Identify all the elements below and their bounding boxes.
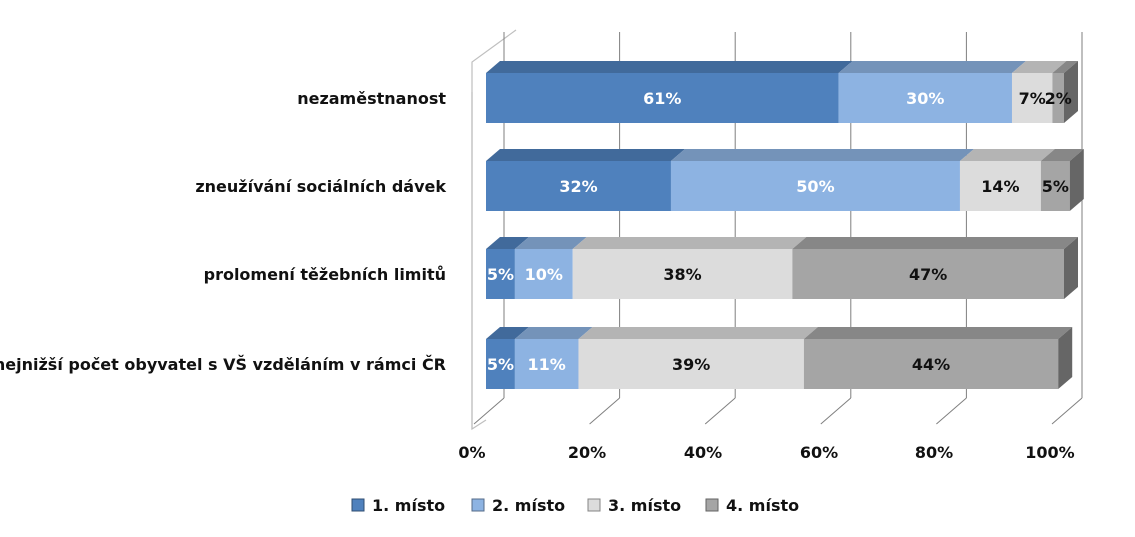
bar-segment	[838, 73, 1012, 123]
data-label: 5%	[1042, 177, 1069, 196]
bar-segment	[486, 73, 839, 123]
floor-gridline	[473, 397, 505, 425]
bar-segment	[578, 339, 804, 389]
category-label: nejnižší počet obyvatel s VŠ vzděláním v…	[0, 355, 446, 374]
floor-gridline	[1051, 397, 1083, 425]
bar-top-face	[486, 149, 685, 161]
bar-segment	[486, 249, 515, 299]
bar-segment	[792, 249, 1064, 299]
x-tick-label: 100%	[1025, 443, 1074, 462]
data-label: 11%	[528, 355, 566, 374]
bars	[486, 61, 1084, 389]
bar-top-face	[514, 327, 593, 339]
x-axis-tick-labels: 0% 20% 40% 60% 80% 100%	[458, 443, 1074, 462]
legend-swatch	[587, 498, 601, 512]
data-label: 61%	[643, 89, 681, 108]
legend-label: 1. místo	[372, 496, 445, 515]
bar-top-face	[792, 237, 1078, 249]
bar-top-face	[486, 237, 529, 249]
bar-segment	[1040, 161, 1070, 211]
x-tick-label: 40%	[684, 443, 722, 462]
category-labels: nezaměstnanost zneužívání sociálních dáve…	[0, 89, 446, 374]
data-label: 5%	[487, 265, 514, 284]
bar-top-face	[670, 149, 974, 161]
bar-segment	[514, 249, 573, 299]
bar-side-face	[1058, 327, 1073, 389]
data-label: 2%	[1045, 89, 1072, 108]
bar-top-face	[803, 327, 1073, 339]
legend-label: 3. místo	[608, 496, 681, 515]
legend-label: 4. místo	[726, 496, 799, 515]
bar-top-face	[1040, 149, 1084, 161]
bar-segment	[486, 339, 515, 389]
legend-swatch	[471, 498, 485, 512]
data-label: 32%	[559, 177, 597, 196]
bar-top-face	[578, 327, 818, 339]
bar-top-face	[1011, 61, 1067, 73]
floor-gridline	[820, 397, 852, 425]
legend-swatch	[705, 498, 719, 512]
data-label: 50%	[796, 177, 834, 196]
floor-gridline	[589, 397, 620, 425]
bar-top-face	[959, 149, 1055, 161]
floor-gridline	[704, 397, 736, 425]
x-tick-label: 20%	[568, 443, 606, 462]
legend: 1. místo 2. místo 3. místo 4. místo	[351, 496, 799, 515]
x-tick-label: 0%	[458, 443, 485, 462]
legend-label: 2. místo	[492, 496, 565, 515]
bar-segment	[670, 161, 960, 211]
bar-side-face	[1069, 149, 1084, 211]
legend-swatch	[351, 498, 365, 512]
data-label: 7%	[1019, 89, 1046, 108]
bar-top-face	[838, 61, 1026, 73]
data-label: 14%	[981, 177, 1019, 196]
bar-top-face	[572, 237, 807, 249]
category-label: prolomení těžebních limitů	[204, 265, 446, 284]
data-label: 38%	[663, 265, 701, 284]
bar-segment	[572, 249, 793, 299]
bar-segment	[1011, 73, 1053, 123]
x-tick-label: 80%	[915, 443, 953, 462]
category-label: nezaměstnanost	[297, 89, 446, 108]
bar-segment	[1052, 73, 1064, 123]
data-labels: 61% 30% 7%2% 32% 50% 14% 5% 5% 10% 38% 47% 5% 11% 39%…	[487, 89, 1072, 374]
bar-side-face	[1064, 61, 1078, 123]
bar-top-face	[486, 327, 529, 339]
data-label: 30%	[906, 89, 944, 108]
x-tick-label: 60%	[800, 443, 838, 462]
data-label: 10%	[525, 265, 563, 284]
data-label: 47%	[909, 265, 947, 284]
bar-top-face	[514, 237, 587, 249]
chart-walls	[471, 29, 517, 431]
data-label: 44%	[912, 355, 950, 374]
bar-top-face	[486, 61, 853, 73]
bar-segment	[803, 339, 1059, 389]
bar-segment	[514, 339, 579, 389]
bar-segment	[959, 161, 1041, 211]
data-label: 39%	[672, 355, 710, 374]
category-label: zneužívání sociálních dávek	[195, 177, 446, 196]
bar-segment	[486, 161, 671, 211]
floor-gridline	[936, 397, 967, 425]
bar-side-face	[1064, 237, 1078, 299]
bar-top-face	[1052, 61, 1078, 73]
data-label: 5%	[487, 355, 514, 374]
